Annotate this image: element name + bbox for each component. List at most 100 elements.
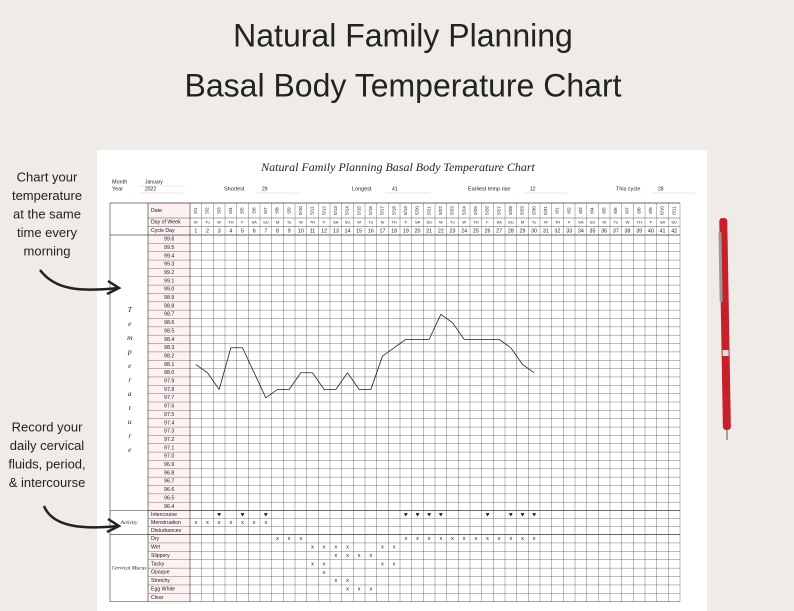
- observation-symbol: x: [346, 587, 349, 593]
- day-of-week: M: [439, 220, 442, 225]
- temperature-label: 99.0: [164, 287, 174, 293]
- note-line: time every: [17, 225, 77, 240]
- cycle-day: 26: [485, 228, 491, 234]
- day-of-week: F: [650, 220, 653, 225]
- cycle-day: 24: [461, 228, 467, 234]
- date: 6/7: [625, 207, 630, 214]
- temperature-label: 99.1: [164, 278, 174, 284]
- note-line: fluids, period,: [8, 456, 85, 471]
- day-of-week: SU: [345, 220, 351, 225]
- cycle-day: 37: [613, 228, 619, 234]
- section-label: Cervical Mucus: [112, 565, 147, 571]
- observation-symbol: ♥: [416, 511, 420, 518]
- pen-ring: [722, 349, 729, 357]
- cycle-day: 29: [520, 228, 526, 234]
- observation-symbol: x: [369, 553, 372, 559]
- date: 5/24: [461, 206, 466, 215]
- date: 6/5: [601, 207, 606, 214]
- row-label: Opaque: [151, 570, 170, 576]
- date: 6/9: [648, 207, 653, 214]
- day-of-week: W: [544, 220, 548, 225]
- temperature-label: 96.8: [164, 470, 174, 476]
- day-of-week: Tu: [450, 220, 455, 225]
- observation-symbol: x: [358, 553, 361, 559]
- observation-symbol: ♥: [521, 511, 525, 518]
- arrow: [39, 269, 119, 291]
- cycle-day: 33: [566, 228, 572, 234]
- temperature-label: 98.0: [164, 370, 174, 376]
- cycle-day: 8: [276, 228, 279, 234]
- cycle-day: 10: [298, 228, 304, 234]
- temperature-label: 97.2: [164, 437, 174, 443]
- note-line: morning: [24, 243, 71, 258]
- cycle-day: 23: [450, 228, 456, 234]
- observation-symbol: x: [509, 536, 512, 542]
- temperature-label: 97.3: [164, 429, 174, 435]
- row-label: Tacky: [151, 561, 165, 567]
- field-label: This cycle: [616, 186, 640, 192]
- observation-symbol: x: [463, 536, 466, 542]
- temperature-label: 97.0: [164, 454, 174, 460]
- day-of-week: TH: [636, 220, 641, 225]
- cycle-day: 31: [543, 228, 549, 234]
- date: 6/10: [660, 206, 665, 215]
- temperature-label: 98.8: [164, 303, 174, 309]
- day-of-week: W: [217, 220, 221, 225]
- date: 5/11: [310, 206, 315, 215]
- day-of-week: M: [276, 220, 279, 225]
- observation-symbol: x: [323, 561, 326, 567]
- observation-symbol: x: [218, 520, 221, 526]
- row-label: Egg White: [151, 587, 175, 593]
- cycle-day: 30: [531, 228, 537, 234]
- observation-symbol: x: [241, 520, 244, 526]
- observation-symbol: x: [229, 520, 232, 526]
- paper-sheet: [97, 150, 707, 611]
- date: 5/16: [368, 206, 373, 215]
- observation-symbol: x: [486, 536, 489, 542]
- date: 5/9: [286, 207, 291, 214]
- date: 5/6: [251, 207, 256, 214]
- cycle-day: 9: [288, 228, 291, 234]
- cycle-day: 12: [321, 228, 327, 234]
- observation-symbol: x: [346, 553, 349, 559]
- date: 5/27: [496, 206, 501, 215]
- observation-symbol: x: [393, 545, 396, 551]
- day-of-week: SA: [415, 220, 421, 225]
- observation-symbol: ♥: [427, 511, 431, 518]
- cycle-day: 41: [660, 228, 666, 234]
- row-label: Menstruation: [151, 520, 181, 526]
- date: 5/18: [391, 206, 396, 215]
- day-of-week: TH: [310, 220, 315, 225]
- field-value: 41: [392, 186, 398, 192]
- day-of-week: SU: [263, 220, 269, 225]
- temperature-label: 98.7: [164, 312, 174, 318]
- cycle-day: 21: [426, 228, 432, 234]
- cycle-day: 28: [508, 228, 514, 234]
- page-title: Natural Family Planning: [233, 17, 573, 53]
- observation-symbol: x: [381, 545, 384, 551]
- cycle-day: 13: [333, 228, 339, 234]
- day-of-week: M: [194, 220, 197, 225]
- cycle-day: 42: [671, 228, 677, 234]
- section-label: Activity: [120, 520, 138, 526]
- note-line: at the same: [13, 206, 81, 221]
- temperature-label: 98.9: [164, 295, 174, 301]
- date: 6/1: [555, 207, 560, 214]
- arrow-head: [106, 279, 122, 296]
- observation-symbol: x: [416, 536, 419, 542]
- observation-symbol: x: [288, 536, 291, 542]
- date: 5/5: [240, 207, 245, 214]
- row-label: Disturbances: [151, 528, 182, 534]
- cycle-day: 2: [206, 228, 209, 234]
- observation-symbol: x: [334, 553, 337, 559]
- field-value: 29: [262, 186, 268, 192]
- cycle-day: 7: [264, 228, 267, 234]
- observation-symbol: ♥: [439, 511, 443, 518]
- field-value: 12: [530, 186, 536, 192]
- row-label: Stretchy: [151, 578, 170, 584]
- observation-symbol: ♥: [486, 511, 490, 518]
- observation-symbol: x: [311, 561, 314, 567]
- temperature-label: 96.7: [164, 479, 174, 485]
- temperature-label: 97.6: [164, 404, 174, 410]
- note-line: temperature: [12, 188, 82, 203]
